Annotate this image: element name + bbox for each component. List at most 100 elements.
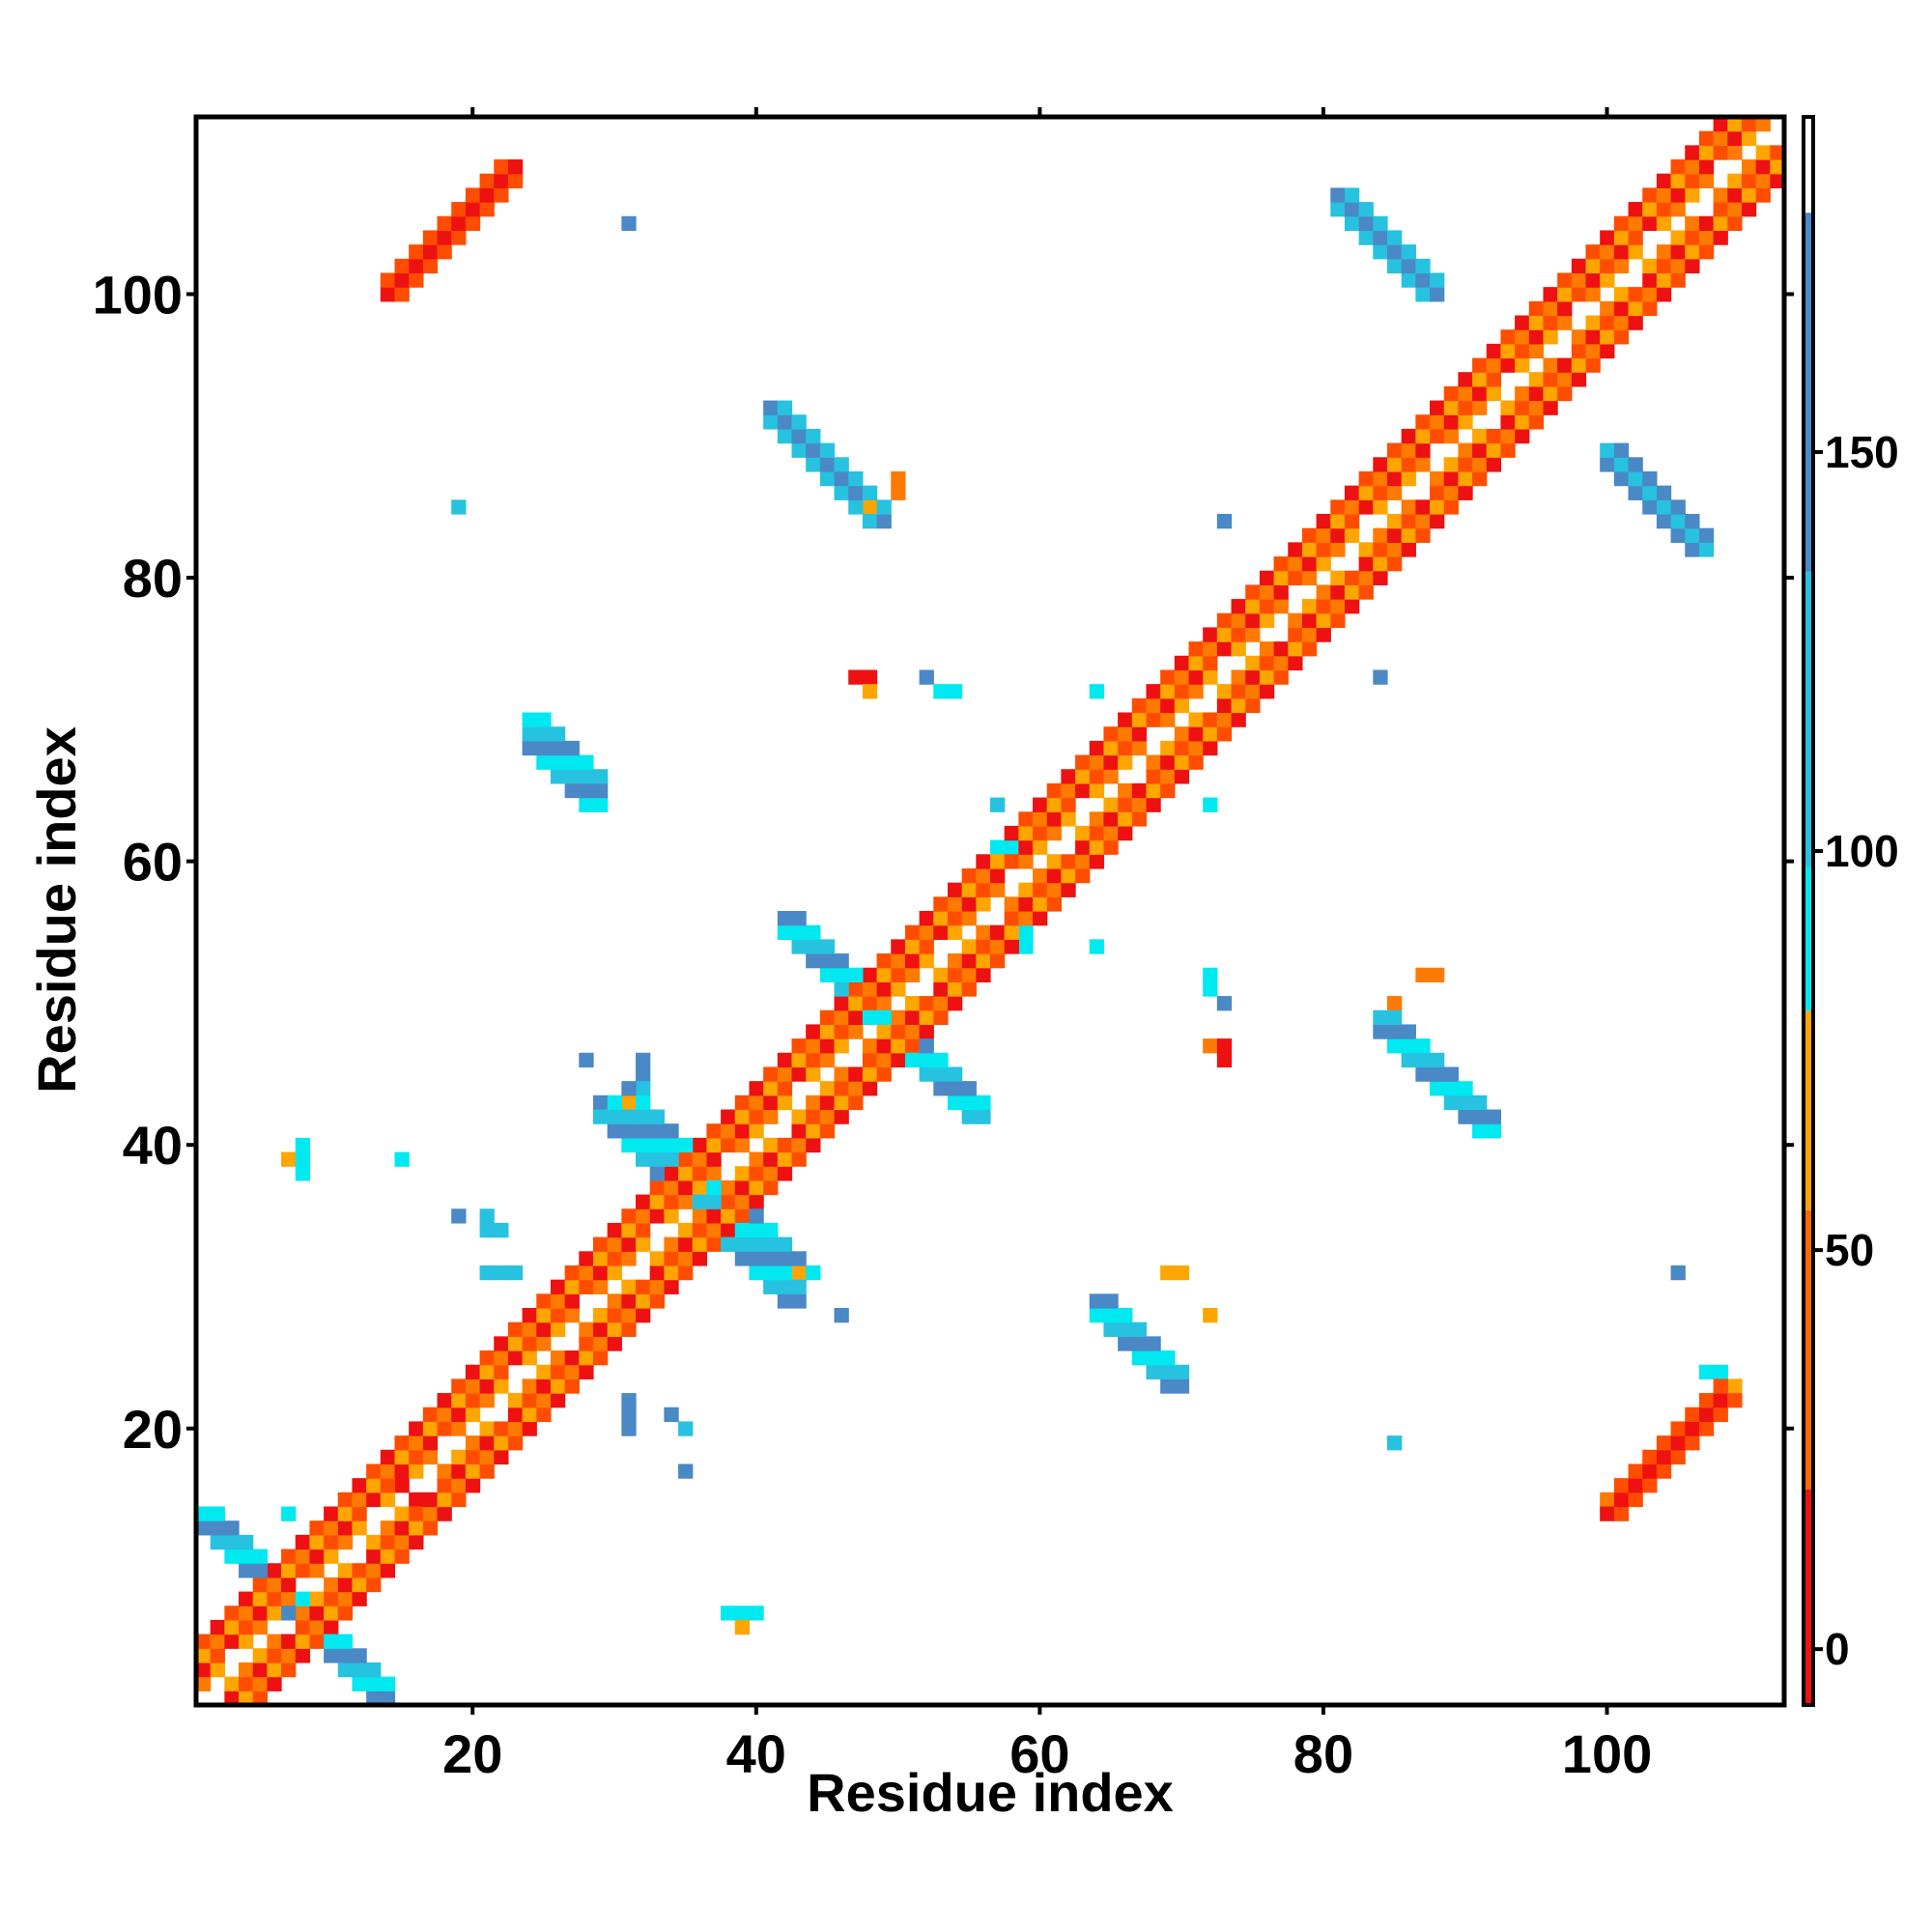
heatmap-cell: [961, 1081, 977, 1096]
heatmap-cell: [1344, 215, 1360, 232]
heatmap-cell: [933, 1052, 949, 1068]
heatmap-cell: [1203, 641, 1218, 657]
heatmap-cell: [1571, 329, 1587, 345]
heatmap-cell: [1018, 839, 1034, 855]
heatmap-cell: [876, 981, 892, 997]
heatmap-cell: [479, 1378, 495, 1394]
heatmap-cell: [593, 1279, 609, 1294]
heatmap-cell: [281, 1563, 297, 1578]
heatmap-cell: [366, 1492, 382, 1508]
heatmap-cell: [536, 1393, 552, 1408]
heatmap-cell: [550, 1308, 566, 1323]
heatmap-cell: [1273, 641, 1289, 657]
heatmap-cell: [550, 740, 566, 756]
heatmap-cell: [324, 1506, 339, 1521]
heatmap-cell: [1458, 457, 1473, 472]
heatmap-cell: [1089, 939, 1105, 954]
heatmap-cell: [1698, 542, 1715, 557]
heatmap-cell: [239, 1591, 254, 1606]
heatmap-cell: [1713, 1393, 1728, 1408]
heatmap-cell: [862, 499, 878, 515]
heatmap-cell: [366, 1548, 382, 1564]
heatmap-cell: [196, 1662, 212, 1678]
heatmap-cell: [337, 1591, 354, 1606]
heatmap-cell: [422, 230, 439, 245]
heatmap-cell: [1670, 173, 1686, 188]
heatmap-cell: [1075, 825, 1091, 841]
heatmap-cell: [267, 1577, 282, 1593]
heatmap-cell: [593, 1350, 609, 1366]
heatmap-cell: [721, 1123, 736, 1139]
heatmap-cell: [891, 1038, 906, 1054]
heatmap-cell: [1472, 357, 1488, 373]
heatmap-cell: [1600, 300, 1615, 317]
heatmap-cell: [1741, 117, 1757, 132]
heatmap-cell: [706, 1166, 722, 1181]
y-axis-title: Residue index: [26, 726, 87, 1094]
heatmap-cell: [933, 896, 949, 912]
heatmap-cell: [1585, 329, 1601, 345]
heatmap-cell: [1600, 343, 1615, 359]
heatmap-cell: [763, 1279, 779, 1294]
heatmap-cell: [252, 1577, 268, 1593]
heatmap-cell: [1585, 287, 1601, 302]
heatmap-cell: [876, 953, 892, 969]
heatmap-cell: [522, 1336, 537, 1351]
heatmap-cell: [593, 1308, 609, 1323]
heatmap-cell: [904, 953, 921, 969]
heatmap-cell: [210, 1520, 225, 1536]
heatmap-cell: [536, 1293, 552, 1309]
heatmap-cell: [1259, 641, 1275, 657]
heatmap-cell: [1146, 769, 1161, 784]
heatmap-cell: [550, 1321, 566, 1337]
heatmap-cell: [550, 1378, 566, 1394]
heatmap-cell: [692, 1251, 708, 1266]
heatmap-cell: [267, 1591, 282, 1606]
heatmap-cell: [1642, 499, 1658, 515]
heatmap-cell: [777, 1066, 793, 1082]
heatmap-cell: [267, 1662, 282, 1678]
heatmap-cell: [352, 1591, 367, 1606]
heatmap-cell: [1727, 145, 1743, 160]
heatmap-cell: [621, 215, 637, 232]
heatmap-cell: [380, 1449, 396, 1465]
heatmap-cell: [507, 1393, 524, 1408]
heatmap-cell: [664, 1179, 679, 1196]
heatmap-cell: [593, 1236, 609, 1252]
heatmap-cell: [791, 1123, 807, 1139]
heatmap-cell: [1033, 911, 1048, 926]
heatmap-cell: [947, 996, 963, 1011]
heatmap-cell: [607, 1264, 622, 1281]
heatmap-cell: [806, 953, 821, 969]
heatmap-cell: [834, 953, 849, 969]
heatmap-cell: [1160, 1378, 1176, 1394]
heatmap-cell: [1500, 357, 1516, 373]
heatmap-cell: [451, 1478, 467, 1493]
heatmap-cell: [819, 1038, 836, 1054]
heatmap-cell: [1515, 315, 1530, 330]
heatmap-cell: [1018, 882, 1034, 897]
heatmap-cell: [337, 1520, 354, 1536]
heatmap-cell: [352, 1478, 367, 1493]
heatmap-cell: [834, 967, 849, 982]
heatmap-cell: [636, 1094, 651, 1111]
heatmap-cell: [621, 1109, 637, 1124]
heatmap-cell: [281, 1605, 297, 1621]
heatmap-cell: [1685, 527, 1700, 543]
heatmap-cell: [734, 1619, 751, 1635]
heatmap-cell: [1387, 1024, 1403, 1039]
heatmap-cell: [819, 1109, 836, 1124]
heatmap-cell: [1089, 769, 1105, 784]
heatmap-cell: [1472, 442, 1488, 458]
heatmap-cell: [1741, 202, 1757, 217]
heatmap-cell: [1472, 385, 1488, 402]
heatmap-cell: [649, 1194, 665, 1209]
heatmap-cell: [1600, 258, 1615, 274]
heatmap-cell: [507, 1264, 524, 1281]
heatmap-cell: [1613, 244, 1630, 260]
heatmap-cell: [564, 782, 580, 799]
heatmap-cell: [806, 457, 821, 472]
heatmap-cell: [749, 1236, 764, 1252]
heatmap-cell: [834, 457, 849, 472]
heatmap-cell: [791, 1038, 807, 1054]
